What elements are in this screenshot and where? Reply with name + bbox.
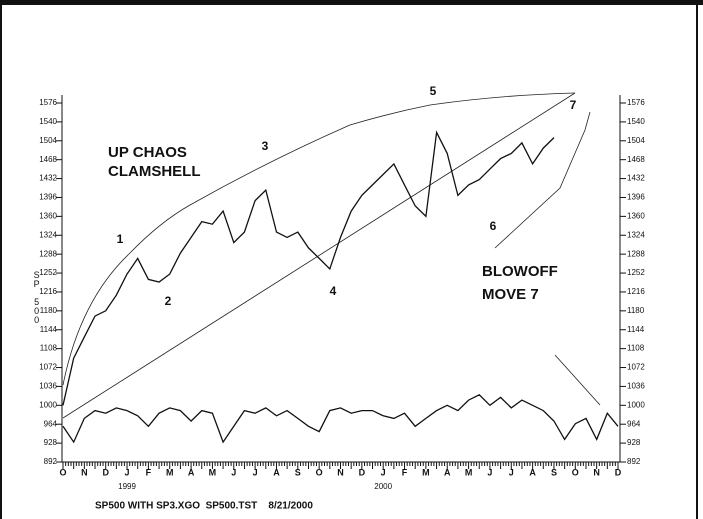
y-tick-label: 1288: [627, 249, 645, 258]
y-tick-label: 1396: [39, 193, 57, 202]
x-tick-label: A: [188, 467, 195, 477]
y-axis-label: SP 500: [32, 270, 42, 324]
y-tick-label: 1288: [39, 249, 57, 258]
year-label: 1999: [118, 482, 136, 491]
y-tick-label: 892: [627, 457, 641, 466]
annotation: MOVE 7: [482, 286, 539, 303]
x-tick-label: J: [253, 467, 258, 477]
x-tick-label: S: [295, 467, 301, 477]
y-tick-label: 1036: [39, 382, 57, 391]
annotation: 4: [330, 284, 337, 298]
y-tick-label: 1000: [39, 400, 57, 409]
x-tick-label: J: [381, 467, 386, 477]
y-tick-label: 1504: [627, 136, 645, 145]
y-tick-label: 1216: [627, 287, 645, 296]
y-tick-label: 1072: [627, 363, 645, 372]
y-tick-label: 1144: [627, 325, 645, 334]
x-tick-label: D: [615, 467, 622, 477]
y-tick-label: 1324: [627, 230, 645, 239]
series-line: [62, 394, 619, 444]
x-tick-label: J: [509, 467, 514, 477]
right-border: [696, 0, 698, 519]
y-tick-label: 1576: [627, 98, 645, 107]
x-tick-label: A: [273, 467, 280, 477]
y-tick-label: 1540: [627, 117, 645, 126]
y-tick-label: 1180: [40, 306, 58, 315]
y-tick-label: 1108: [627, 344, 645, 353]
annotation: 6: [490, 219, 497, 233]
y-tick-label: 1216: [39, 287, 57, 296]
x-tick-label: M: [465, 467, 473, 477]
y-tick-label: 1000: [627, 400, 645, 409]
x-tick-label: N: [337, 467, 344, 477]
y-tick-label: 1036: [627, 382, 645, 391]
annotation: 3: [262, 139, 269, 153]
clamshell-curve: [62, 92, 576, 386]
year-label: 2000: [374, 482, 392, 491]
y-tick-label: 1252: [627, 268, 645, 277]
y-tick-label: 1576: [39, 98, 57, 107]
y-tick-label: 1360: [627, 211, 645, 220]
y-tick-label: 1072: [39, 363, 57, 372]
annotation: CLAMSHELL: [108, 163, 201, 180]
x-tick-label: A: [529, 467, 536, 477]
y-tick-label: 964: [44, 419, 58, 428]
y-tick-label: 892: [44, 457, 58, 466]
y-tick-label: 1396: [627, 193, 645, 202]
x-tick-label: S: [551, 467, 557, 477]
y-tick-label: 1252: [39, 268, 57, 277]
annotation: 1: [117, 232, 124, 246]
x-tick-label: N: [81, 467, 88, 477]
x-tick-label: F: [402, 467, 408, 477]
x-tick-label: O: [59, 467, 66, 477]
pointer-line: [554, 354, 601, 406]
annotation: 5: [430, 84, 437, 98]
y-tick-label: 1504: [39, 136, 57, 145]
y-tick-label: 928: [44, 438, 58, 447]
y-tick-label: 1468: [39, 155, 57, 164]
y-tick-label: 964: [627, 419, 641, 428]
y-tick-label: 1432: [39, 174, 57, 183]
x-tick-label: D: [102, 467, 109, 477]
x-tick-label: J: [125, 467, 130, 477]
y-tick-label: 1144: [40, 325, 58, 334]
blowoff-line: [494, 111, 591, 249]
x-tick-label: J: [231, 467, 236, 477]
y-tick-label: 1432: [627, 174, 645, 183]
y-tick-label: 1324: [39, 230, 57, 239]
x-tick-label: F: [146, 467, 152, 477]
y-tick-label: 1468: [627, 155, 645, 164]
footer: SP500 WITH SP3.XGO SP500.TST 8/21/2000: [95, 501, 313, 512]
x-tick-label: O: [316, 467, 323, 477]
y-tick-label: 1108: [40, 344, 58, 353]
y-tick-label: 1360: [39, 211, 57, 220]
x-tick-label: M: [422, 467, 430, 477]
x-tick-label: A: [444, 467, 451, 477]
series-line: [62, 130, 555, 406]
x-tick-label: D: [359, 467, 366, 477]
x-tick-label: M: [209, 467, 217, 477]
trend-line: [62, 92, 576, 419]
x-tick-label: J: [487, 467, 492, 477]
x-tick-label: M: [166, 467, 174, 477]
x-tick-label: N: [593, 467, 600, 477]
y-tick-label: 1540: [39, 117, 57, 126]
y-tick-label: 928: [627, 438, 641, 447]
y-tick-label: 1180: [627, 306, 645, 315]
annotation: 2: [165, 294, 172, 308]
top-border: [0, 0, 703, 5]
left-border: [0, 0, 2, 519]
annotation: BLOWOFF: [482, 263, 558, 280]
annotation: UP CHAOS: [108, 144, 187, 161]
x-tick-label: O: [572, 467, 579, 477]
annotation: 7: [570, 98, 577, 112]
